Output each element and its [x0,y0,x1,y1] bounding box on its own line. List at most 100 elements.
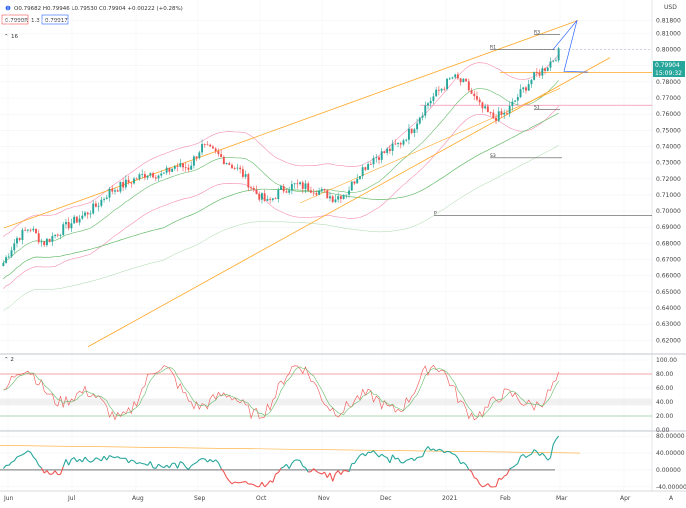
momentum-segment [438,448,442,451]
candle-body [160,173,163,176]
ask-price: 0.79917 [45,18,68,24]
momentum-segment [266,480,271,485]
price-tick-label: 0.63000 [656,321,681,328]
momentum-segment [310,468,315,472]
sell-button[interactable] [1,14,29,25]
momentum-trend-line [0,445,581,454]
candle-body [546,67,549,71]
channel-upper-line [3,20,579,229]
candle-body [367,164,370,170]
candle-body [37,233,40,243]
candle-body [152,173,155,178]
stoch-pane-collapse-icon[interactable]: ⌃ 2 [4,357,14,363]
candle-body [86,212,89,215]
candle-body [43,241,46,246]
momentum-segment [204,458,208,463]
momentum-segment [375,453,380,458]
momentum-tick-label: 80.00000 [656,433,685,440]
momentum-segment [452,453,456,456]
momentum-segment [509,467,513,470]
candlestick-series[interactable] [2,46,560,267]
candle-body [10,250,13,257]
candle-body [269,199,272,200]
candle-body [293,183,296,185]
time-tick-label: Jul [67,495,76,502]
stoch-tick-label: 100.00 [656,357,677,364]
stochastic-indicator[interactable] [0,364,652,421]
price-axis[interactable]: 0.818000.810000.800000.790000.780000.770… [656,17,681,344]
momentum-segment [397,457,402,463]
countdown-badge [653,69,685,77]
time-tick-label: Feb [500,495,511,502]
stoch-middle-band [0,398,652,406]
momentum-segment [416,456,420,459]
momentum-segment [223,471,228,478]
momentum-segment [384,455,388,459]
momentum-segment [547,457,551,461]
stoch-tick-label: 40.00 [656,399,673,406]
pivot-label: P [434,210,437,216]
candle-body [489,112,492,113]
bid-price: 0.7990R [5,18,28,24]
candle-body [503,113,506,115]
candle-body [198,152,201,159]
candle-body [18,238,21,240]
momentum-segment [378,453,383,458]
candle-body [508,106,511,114]
candle-body [165,167,168,173]
momentum-segment [142,462,146,465]
momentum-segment [283,463,287,468]
candle-body [358,176,361,179]
buy-button[interactable] [41,14,69,25]
indicators-collapse-icon[interactable]: ⌃ [4,34,9,40]
last-price-value: 0.79904 [655,62,680,69]
projection-drawing[interactable] [552,20,589,73]
candle-body [171,168,174,172]
momentum-segment [87,459,91,463]
price-tick-label: 0.76000 [656,111,681,118]
candle-body [307,183,310,191]
momentum-segment [503,474,508,477]
candle-body [7,256,10,258]
momentum-segment [38,465,42,469]
candle-body [105,197,108,199]
candle-body [92,203,95,214]
candle-body [222,156,225,165]
time-tick-label: Aug [132,495,144,502]
stoch-k-line [3,364,559,421]
price-tick-label: 0.81000 [656,30,681,37]
price-tick-label: 0.72000 [656,176,681,183]
time-tick-label: Sep [194,495,206,502]
candle-body [484,106,487,109]
momentum-segment [133,460,138,465]
auto-scale-button[interactable]: A [669,495,674,502]
momentum-segment [435,448,440,452]
time-axis[interactable]: Jun Jul Aug Sep Oct Nov Dec 2021 Feb Mar Apr [3,495,631,502]
last-price-badge [653,61,685,69]
candle-body [399,143,402,145]
candle-body [271,198,274,200]
candle-body [255,189,258,194]
momentum-segment [444,450,448,454]
momentum-segment [501,475,505,480]
momentum-segment [234,481,238,484]
candle-body [252,187,255,190]
candle-body [135,178,138,180]
candle-body [263,193,266,201]
momentum-segment [250,483,254,486]
candle-body [364,167,367,170]
momentum-segment [81,456,86,463]
candle-body [217,151,220,155]
momentum-indicator[interactable] [0,435,581,488]
momentum-segment [46,470,51,475]
candle-body [108,188,111,198]
momentum-segment [19,454,23,457]
envelope-lower [3,145,559,312]
candle-body [26,229,29,231]
candle-body [337,196,340,200]
momentum-segment [476,478,481,485]
spread-value: 1.3 [31,18,40,24]
momentum-segment [329,472,334,482]
momentum-segment [517,456,522,464]
